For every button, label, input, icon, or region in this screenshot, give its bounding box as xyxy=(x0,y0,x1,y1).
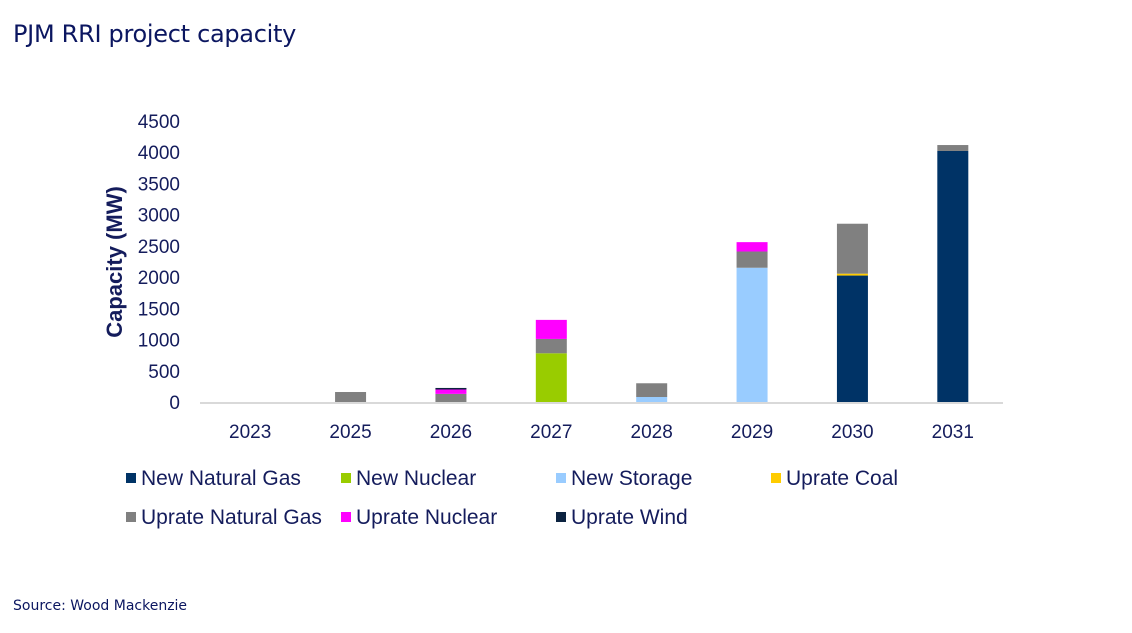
bar-segment xyxy=(636,397,668,402)
y-tick-label: 500 xyxy=(148,362,180,383)
bar-segment xyxy=(435,387,467,390)
legend-swatch xyxy=(556,512,566,522)
bar-segment xyxy=(535,338,567,354)
y-tick-label: 4000 xyxy=(138,143,180,164)
legend-swatch xyxy=(126,473,136,483)
bar-segment xyxy=(937,150,969,402)
legend-label: Uprate Wind xyxy=(571,506,688,529)
y-tick-label: 4500 xyxy=(138,112,180,133)
x-tick-label: 2029 xyxy=(731,422,773,443)
x-tick-label: 2026 xyxy=(430,422,472,443)
legend-swatch xyxy=(771,473,781,483)
legend-swatch xyxy=(126,512,136,522)
y-tick-label: 0 xyxy=(169,393,180,414)
y-tick-label: 1500 xyxy=(138,299,180,320)
bar-segment xyxy=(836,273,868,276)
legend-label: New Natural Gas xyxy=(141,467,301,490)
x-tick-label: 2023 xyxy=(229,422,271,443)
x-tick-label: 2025 xyxy=(329,422,371,443)
legend-swatch xyxy=(341,473,351,483)
source-note: Source: Wood Mackenzie xyxy=(13,598,188,614)
y-tick-label: 3000 xyxy=(138,206,180,227)
legend-label: Uprate Nuclear xyxy=(356,506,497,529)
y-axis-label: Capacity (MW) xyxy=(102,186,127,338)
x-tick-label: 2028 xyxy=(631,422,673,443)
legend-swatch xyxy=(341,512,351,522)
bar-segment xyxy=(836,223,868,274)
legend-label: Uprate Natural Gas xyxy=(141,506,322,529)
bar-segment xyxy=(937,145,969,151)
bar-segment xyxy=(836,275,868,402)
bar-segment xyxy=(535,353,567,402)
legend-label: New Nuclear xyxy=(356,467,476,490)
bar-segment xyxy=(535,319,567,339)
bar-segment xyxy=(736,267,768,402)
y-tick-label: 2000 xyxy=(138,268,180,289)
bar-segment xyxy=(435,393,467,402)
x-tick-label: 2027 xyxy=(530,422,572,443)
legend-label: Uprate Coal xyxy=(786,467,898,490)
bar-segment xyxy=(335,392,367,402)
y-tick-label: 1000 xyxy=(138,331,180,352)
y-tick-label: 2500 xyxy=(138,237,180,258)
x-tick-label: 2030 xyxy=(831,422,873,443)
bar-segment xyxy=(736,242,768,252)
bar-segment xyxy=(636,383,668,398)
y-tick-label: 3500 xyxy=(138,174,180,195)
bar-segment xyxy=(736,251,768,268)
x-tick-label: 2031 xyxy=(932,422,974,443)
chart-title: PJM RRI project capacity xyxy=(13,20,296,48)
bar-segment xyxy=(435,389,467,394)
legend-label: New Storage xyxy=(571,467,692,490)
legend-swatch xyxy=(556,473,566,483)
